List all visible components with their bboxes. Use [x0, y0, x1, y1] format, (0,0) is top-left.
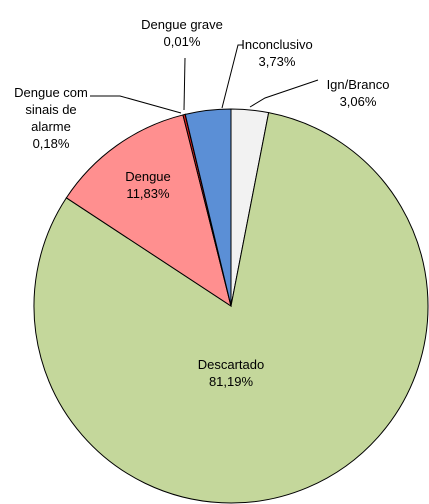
value-label: 3,73% [258, 54, 296, 69]
category-label: Descartado [197, 357, 265, 372]
category-label: Ign/Branco [326, 77, 390, 92]
value-label: 11,83% [126, 186, 170, 201]
category-label: Dengue com sinais de alarme [14, 85, 88, 134]
category-label: Dengue grave [141, 17, 223, 32]
slice-label: Dengue 11,83% [125, 168, 171, 202]
pie-slice [33, 112, 429, 504]
slice-label: Dengue com sinais de alarme 0,18% [9, 84, 93, 152]
slice-label: Inconclusivo 3,73% [241, 36, 313, 70]
value-label: 3,06% [339, 94, 377, 109]
value-label: 0,01% [163, 34, 201, 49]
leader-line [221, 44, 243, 109]
leader-line [90, 95, 182, 114]
slice-label: Ign/Branco 3,06% [327, 76, 390, 110]
value-label: 0,18% [32, 136, 70, 151]
pie-slice [184, 108, 232, 307]
slice-label: Descartado 81,19% [198, 356, 264, 390]
pie-slice [65, 114, 232, 308]
category-label: Inconclusivo [241, 37, 313, 52]
category-label: Dengue [125, 169, 171, 184]
value-label: 81,19% [208, 374, 254, 389]
leader-line [183, 57, 186, 111]
leader-lines [90, 44, 319, 114]
slice-label: Dengue grave 0,01% [141, 16, 223, 50]
leader-line [249, 79, 319, 108]
